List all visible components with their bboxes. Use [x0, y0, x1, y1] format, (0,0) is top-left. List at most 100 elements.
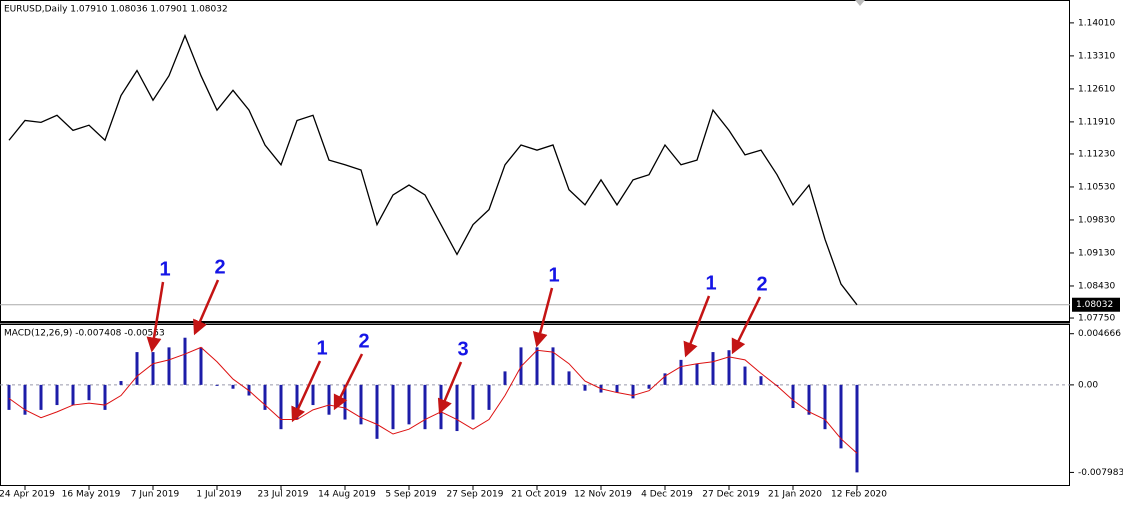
histogram-bar: [471, 384, 475, 420]
histogram-bar: [151, 352, 155, 385]
histogram-bar: [279, 384, 283, 430]
x-tick-label: 21 Oct 2019: [511, 490, 567, 500]
y-tick-label: 1.12610: [1078, 84, 1115, 94]
x-tick-label: 4 Dec 2019: [641, 490, 693, 500]
histogram-bar: [839, 384, 843, 449]
x-tick-label: 5 Sep 2019: [385, 490, 437, 500]
y-tick-label: 1.10530: [1078, 182, 1115, 192]
histogram-bar: [615, 384, 619, 393]
y-tick-label: 1.14010: [1078, 18, 1115, 28]
histogram-bar: [679, 359, 683, 385]
histogram-bar: [23, 384, 27, 415]
histogram-bar: [791, 384, 795, 409]
histogram-bar: [647, 384, 651, 389]
histogram-bar: [407, 384, 411, 425]
histogram-bar: [103, 384, 107, 410]
histogram-bar: [55, 384, 59, 406]
annotation-arrow: [731, 296, 762, 355]
annotation-label: 3: [457, 338, 468, 360]
x-tick-label: 27 Dec 2019: [702, 490, 760, 500]
price-line: [8, 33, 858, 306]
histogram-bar: [295, 384, 299, 420]
histogram-bar: [87, 384, 91, 401]
annotation-label: 1: [159, 258, 170, 280]
histogram-bar: [695, 363, 699, 385]
x-tick-label: 12 Nov 2019: [574, 490, 632, 500]
x-tick-label: 21 Jan 2020: [768, 490, 822, 500]
y-tick-label: 1.08430: [1078, 281, 1115, 291]
y-tick-label: 1.11230: [1078, 149, 1115, 159]
histogram-bar: [7, 384, 11, 410]
annotation-arrow: [683, 295, 711, 358]
histogram-bar: [567, 371, 571, 385]
last-price-box: [1072, 297, 1120, 312]
price-title: EURUSD,Daily 1.07910 1.08036 1.07901 1.0…: [4, 5, 228, 15]
histogram-bar: [391, 384, 395, 430]
y-tick-label: 1.09830: [1078, 215, 1115, 225]
annotation-label: 2: [756, 273, 767, 295]
x-tick-label: 14 Aug 2019: [318, 490, 376, 500]
last-price-label: 1.08032: [1076, 300, 1113, 310]
annotation-arrow: [532, 287, 554, 348]
x-tick-label: 16 May 2019: [62, 490, 121, 500]
histogram-bar: [487, 384, 491, 410]
histogram-bar: [327, 384, 331, 415]
annotation-arrow: [333, 353, 364, 411]
histogram-bar: [375, 384, 379, 439]
histogram-bar: [711, 352, 715, 385]
annotation-label: 1: [705, 272, 716, 294]
histogram-bar: [423, 384, 427, 430]
macd-title: MACD(12,26,9) -0.007408 -0.00553: [4, 329, 165, 339]
histogram-bar: [167, 347, 171, 385]
x-tick-label: 24 Apr 2019: [0, 490, 55, 500]
x-tick-label: 1 Jul 2019: [196, 490, 241, 500]
y-tick-label: 1.13310: [1078, 51, 1115, 61]
histogram-bar: [215, 384, 219, 386]
y-tick-label: 0.00: [1078, 380, 1098, 390]
histogram-bar: [743, 366, 747, 385]
y-tick-label: 0.004666: [1078, 329, 1121, 339]
x-tick-label: 7 Jun 2019: [131, 490, 180, 500]
histogram-bar: [359, 384, 363, 425]
histogram-bar: [583, 384, 587, 391]
histogram-bar: [135, 352, 139, 385]
annotation-label: 2: [358, 330, 369, 352]
histogram-bar: [119, 381, 123, 385]
y-tick-label: 1.11910: [1078, 117, 1115, 127]
histogram-bar: [199, 347, 203, 385]
histogram-bar: [663, 373, 667, 385]
histogram-bar: [535, 347, 539, 385]
histogram-bar: [311, 384, 315, 406]
shift-marker: [855, 0, 865, 6]
annotation-label: 1: [548, 264, 559, 286]
annotation-arrow: [291, 360, 322, 423]
histogram-bar: [263, 384, 267, 410]
histogram-bar: [807, 384, 811, 415]
x-tick-label: 12 Feb 2020: [831, 490, 887, 500]
y-tick-label: 1.07750: [1078, 314, 1115, 324]
histogram-bar: [631, 384, 635, 399]
x-tick-label: 27 Sep 2019: [446, 490, 503, 500]
histogram-bar: [231, 384, 235, 389]
histogram-bar: [823, 384, 827, 430]
histogram-bar: [551, 347, 555, 385]
annotation-label: 1: [316, 337, 327, 359]
histogram-bar: [759, 376, 763, 385]
histogram-bar: [71, 384, 75, 406]
y-tick-label: 1.09130: [1078, 248, 1115, 258]
annotation-arrow: [146, 281, 165, 353]
annotation-label: 2: [214, 256, 225, 278]
y-tick-label: -0.007983: [1078, 468, 1123, 478]
annotation-arrow: [193, 279, 220, 336]
histogram-bar: [183, 337, 187, 385]
histogram-bar: [503, 371, 507, 385]
histogram-bar: [39, 384, 43, 410]
annotation-arrow: [437, 361, 463, 415]
histogram-bar: [855, 384, 859, 473]
histogram-bar: [727, 350, 731, 385]
macd-panel: [0, 324, 1070, 486]
histogram-bar: [455, 384, 459, 432]
signal-line: [8, 346, 858, 454]
x-tick-label: 23 Jul 2019: [258, 490, 309, 500]
